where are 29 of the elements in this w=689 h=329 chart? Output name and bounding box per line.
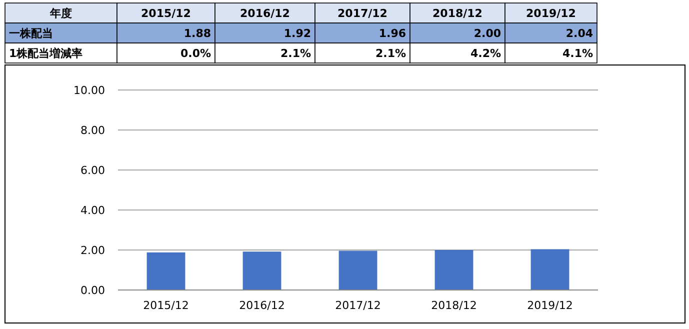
category-label: 2019/12 <box>526 7 576 20</box>
data-label: 2.04 <box>566 27 594 40</box>
text: 年度 <box>49 7 72 20</box>
category-label: 2018/12 <box>432 7 482 20</box>
x-tick-label: 2018/12 <box>431 299 477 312</box>
y-tick-label: 4.00 <box>80 204 105 217</box>
category-label: 2017/12 <box>338 7 388 20</box>
x-tick-label: 2019/12 <box>527 299 573 312</box>
text: 2.1% <box>375 47 406 60</box>
text: 1株配当増減率 <box>9 47 83 60</box>
data-label: 1.96 <box>378 27 406 40</box>
y-tick-label: 2.00 <box>80 244 105 257</box>
x-tick-label: 2015/12 <box>143 299 189 312</box>
data-label: 1.92 <box>284 27 311 40</box>
category-label: 2015/12 <box>141 7 191 20</box>
x-tick-label: 2016/12 <box>239 299 285 312</box>
category-label: 2016/12 <box>240 7 290 20</box>
y-tick-label: 0.00 <box>80 284 105 297</box>
text: 一株配当 <box>9 27 53 40</box>
y-tick-label: 8.00 <box>80 124 105 137</box>
y-tick-label: 6.00 <box>80 164 105 177</box>
data-label: 2.00 <box>474 27 502 40</box>
data-label: 1.88 <box>184 27 211 40</box>
text: 2.1% <box>280 47 311 60</box>
text: 0.0% <box>180 47 211 60</box>
text: 4.2% <box>470 47 501 60</box>
y-tick-label: 10.00 <box>74 84 105 97</box>
text: 4.1% <box>562 47 593 60</box>
x-tick-label: 2017/12 <box>335 299 381 312</box>
